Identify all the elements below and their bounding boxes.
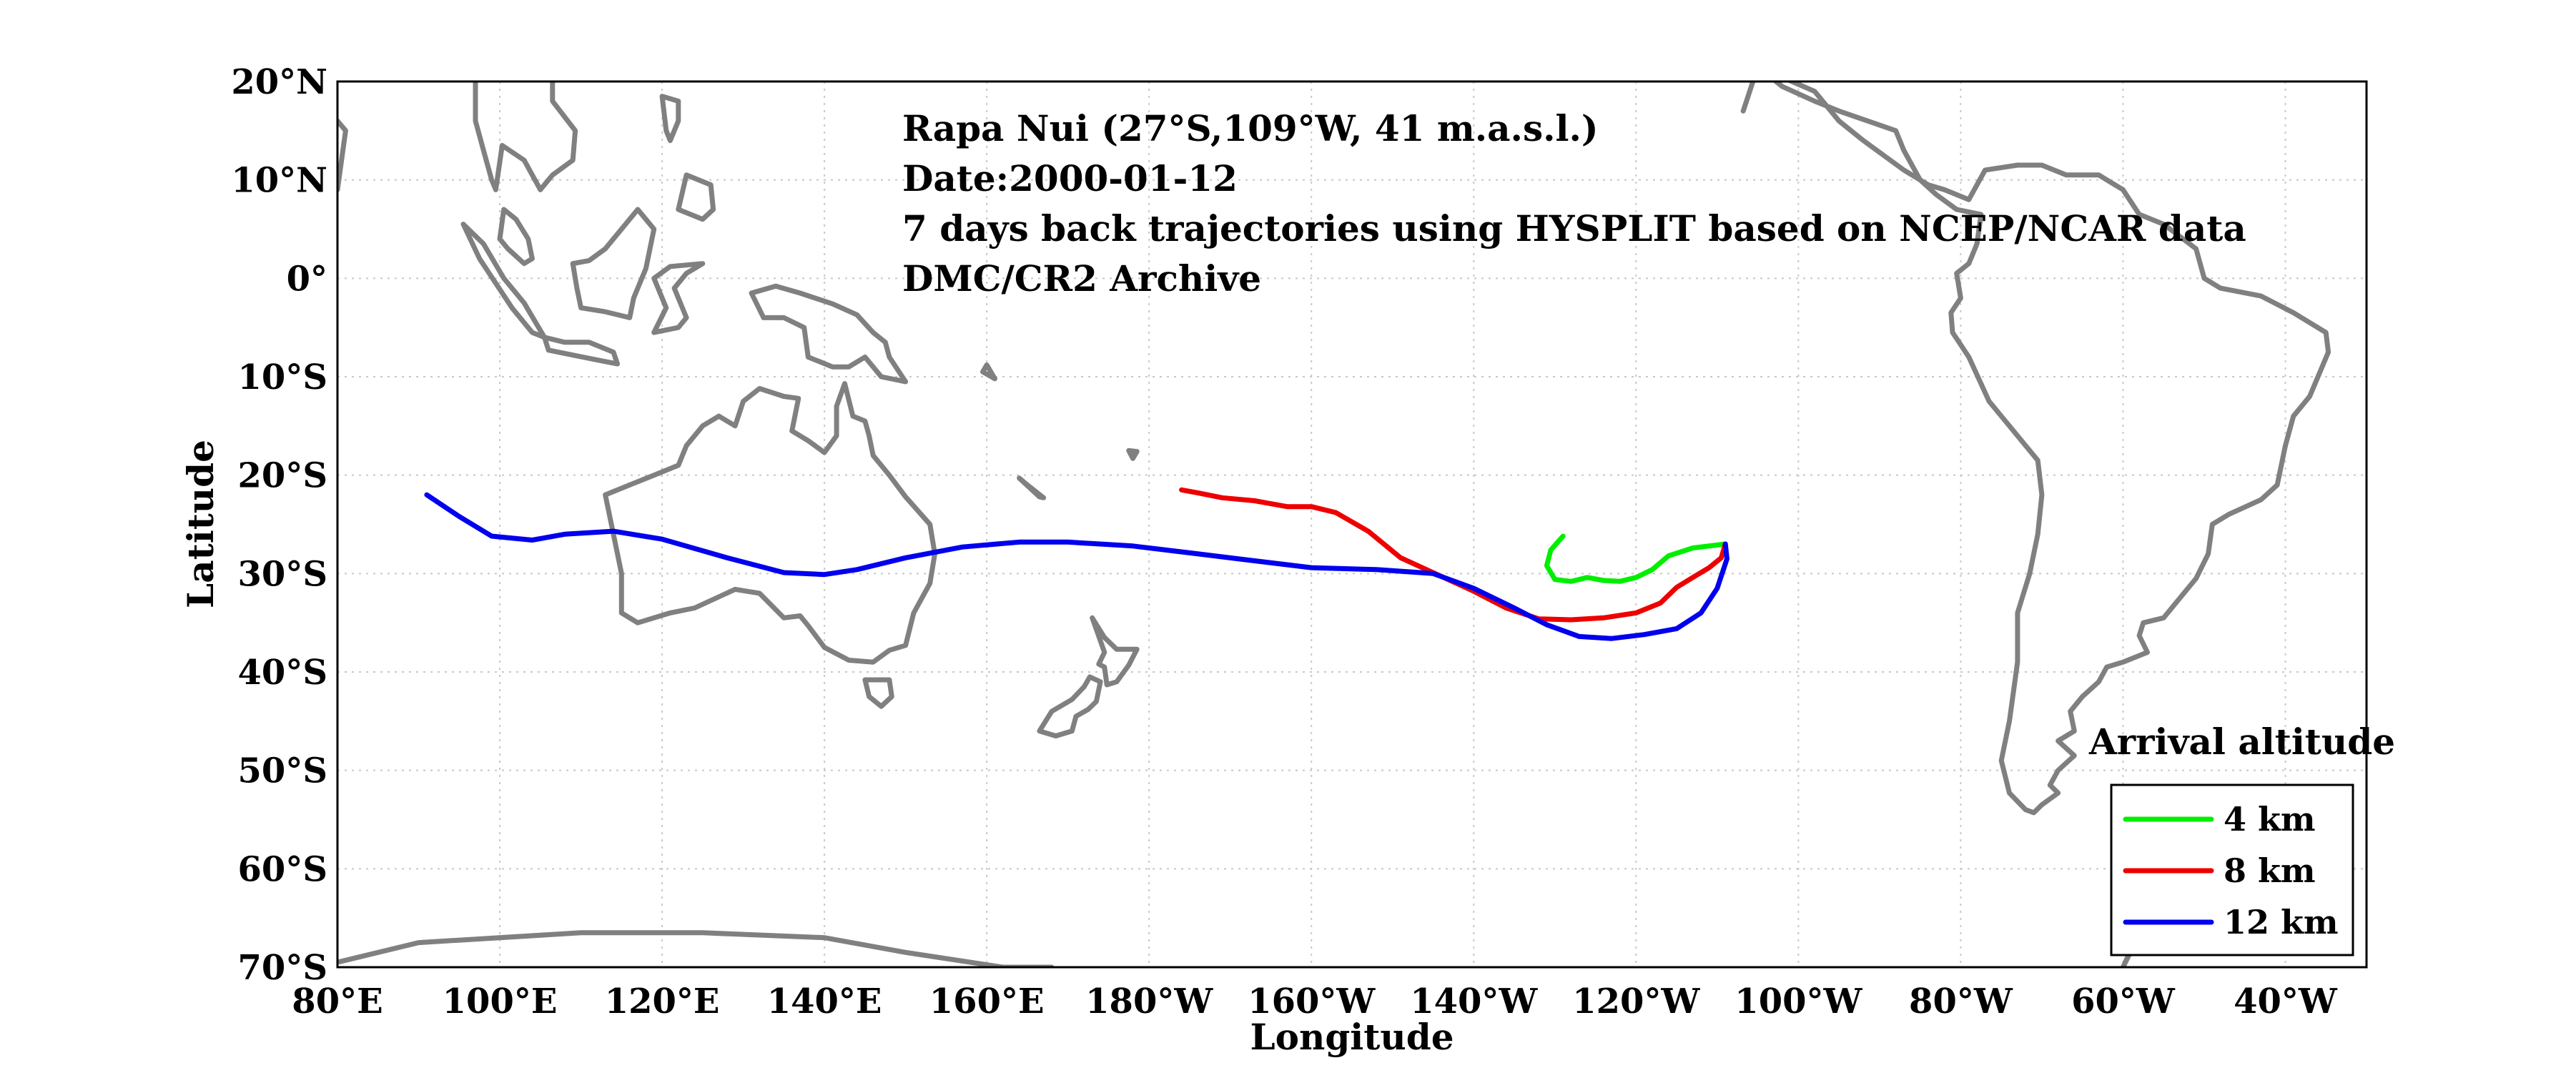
plot-frame [336,80,2368,969]
y-tick-label-5: 30°S [238,554,327,594]
info-line-2: Date:2000-01-12 [902,157,1238,199]
coastline-15 [1017,475,1047,500]
x-tick-label-4: 160°E [929,981,1045,1022]
coastline-13 [337,118,348,192]
coastline-14 [980,362,997,382]
legend-label-12km: 12 km [2224,903,2339,941]
x-axis-title: Longitude [1250,1016,1454,1058]
x-tick-label-8: 120°W [1572,981,1700,1022]
tick-labels: 80°E 100°E 120°E 140°E 160°E 180°W 160°W 140°W 1… [231,62,2338,1022]
x-tick-label-0: 80°E [292,981,383,1022]
trajectory-8km [1179,487,1728,623]
legend: 4 km 8 km 12 km [2110,783,2354,956]
legend-title: Arrival altitude [2088,721,2395,763]
x-tick-label-11: 60°W [2071,981,2176,1022]
x-tick-label-1: 100°E [443,981,558,1022]
y-axis-title: Latitude [179,440,222,608]
x-tick-label-7: 140°W [1410,981,1538,1022]
y-tick-label-3: 10°S [238,357,327,397]
trajectory-4km [1544,533,1728,584]
x-tick-label-6: 160°W [1248,981,1376,1022]
x-tick-label-2: 120°E [605,981,720,1022]
x-tick-label-5: 180°W [1085,981,1213,1022]
info-line-3: 7 days back trajectories using HYSPLIT b… [902,207,2246,249]
coastline-11 [497,207,535,267]
coastlines [337,81,2331,967]
legend-label-8km: 8 km [2224,851,2316,890]
y-tick-label-0: 20°N [231,62,327,102]
y-tick-label-4: 20°S [238,456,327,496]
coastline-18 [1772,81,2331,816]
y-tick-label-1: 10°N [231,161,327,201]
info-line-4: DMC/CR2 Archive [902,257,1261,300]
coastline-17 [1740,81,1756,114]
coastline-19 [337,930,1055,967]
x-tick-label-10: 80°W [1909,981,2013,1022]
coastline-2 [1090,615,1140,688]
y-tick-label-2: 0° [287,259,327,299]
y-tick-label-8: 60°S [238,849,327,889]
coastline-1 [862,677,894,709]
coastline-8 [651,261,706,335]
coastline-5 [570,207,657,320]
legend-label-4km: 4 km [2224,800,2316,839]
trajectory-12km [424,492,1729,641]
info-line-1: Rapa Nui (27°S,109°W, 41 m.a.s.l.) [902,107,1599,149]
coastline-0 [603,381,937,665]
x-tick-label-9: 100°W [1734,981,1862,1022]
y-tick-label-9: 70°S [238,948,327,988]
coastline-6 [460,222,547,340]
coastline-9 [659,94,681,144]
coastline-10 [676,172,716,222]
coastline-16 [1126,448,1140,461]
y-tick-label-7: 50°S [238,751,327,791]
x-tick-label-12: 40°W [2234,981,2338,1022]
coastline-3 [1037,674,1103,738]
coastline-4 [749,283,909,385]
x-tick-label-3: 140°E [767,981,882,1022]
coastline-7 [542,335,621,367]
trajectories [424,487,1729,641]
y-tick-label-6: 40°S [238,653,327,693]
coastline-12 [473,81,578,192]
